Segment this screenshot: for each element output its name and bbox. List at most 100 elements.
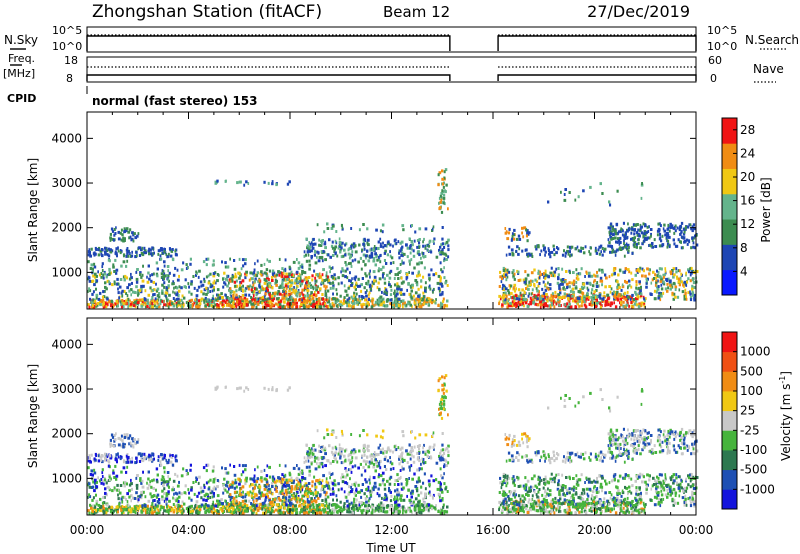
power-cell-3620 bbox=[643, 237, 647, 241]
power-cell-1234 bbox=[163, 285, 166, 289]
power-cell-976 bbox=[396, 287, 399, 291]
velocity-cell-58 bbox=[114, 508, 117, 512]
power-cell-3574 bbox=[616, 240, 619, 244]
power-cell-203 bbox=[198, 298, 202, 302]
power-cell-3524 bbox=[623, 239, 625, 243]
power-cell-1723 bbox=[101, 265, 104, 269]
power-cell-1373 bbox=[444, 281, 447, 285]
power-cell-2401 bbox=[271, 182, 274, 186]
power-cell-1135 bbox=[350, 280, 352, 283]
power-cell-314 bbox=[304, 304, 307, 308]
power-cell-1279 bbox=[226, 296, 229, 299]
power-cell-2751 bbox=[532, 300, 536, 304]
power-cell-563 bbox=[327, 298, 329, 302]
power-cell-3585 bbox=[668, 229, 671, 233]
power-cell-3525 bbox=[632, 223, 636, 227]
power-cell-3057 bbox=[568, 285, 571, 289]
velocity-cell-1096 bbox=[205, 481, 208, 485]
power-cell-2403 bbox=[247, 182, 250, 185]
power-cell-1681 bbox=[304, 294, 307, 298]
power-cell-3136 bbox=[506, 268, 509, 272]
power-cell-2038 bbox=[365, 256, 367, 260]
velocity-cell-291 bbox=[243, 502, 247, 506]
power-cell-1487 bbox=[420, 279, 423, 283]
power-cell-2824 bbox=[531, 279, 534, 283]
power-cell-1325 bbox=[172, 297, 175, 300]
velocity-cell-465 bbox=[306, 503, 309, 507]
power-cell-3550 bbox=[682, 232, 686, 236]
power-cell-2434 bbox=[571, 299, 575, 303]
power-cell-1300 bbox=[353, 276, 356, 280]
power-cell-3310 bbox=[561, 267, 564, 271]
power-cell-761 bbox=[377, 302, 380, 306]
power-cell-403 bbox=[261, 299, 265, 302]
power-cell-2545 bbox=[567, 298, 570, 302]
power-cell-555 bbox=[253, 298, 256, 302]
power-cell-2536 bbox=[549, 304, 552, 308]
power-cell-1596 bbox=[285, 290, 288, 294]
power-cell-1283 bbox=[261, 295, 265, 299]
power-cell-372 bbox=[327, 305, 330, 309]
power-cell-3652 bbox=[695, 243, 699, 247]
power-cell-1009 bbox=[415, 281, 419, 284]
velocity-cell-251 bbox=[146, 504, 149, 508]
power-cell-1280 bbox=[390, 288, 393, 292]
velocity-cell-314 bbox=[304, 510, 307, 514]
power-cell-2261 bbox=[443, 257, 446, 261]
power-cell-220 bbox=[198, 302, 202, 306]
velocity-cell-955 bbox=[92, 504, 95, 508]
power-cell-1259 bbox=[437, 286, 440, 290]
velocity-cell-874 bbox=[117, 497, 120, 501]
power-cell-640 bbox=[429, 300, 431, 303]
power-cell-1867 bbox=[227, 265, 230, 269]
power-cell-3153 bbox=[638, 269, 641, 273]
power-cell-1844 bbox=[238, 257, 241, 261]
power-cell-190 bbox=[137, 299, 140, 303]
power-cell-1123 bbox=[348, 279, 351, 283]
power-cell-2103 bbox=[424, 255, 427, 258]
power-cell-2634 bbox=[524, 301, 528, 305]
power-cell-2958 bbox=[512, 274, 515, 278]
power-cell-542 bbox=[219, 301, 222, 305]
power-cell-2424 bbox=[534, 302, 537, 306]
velocity-cell-259 bbox=[92, 509, 94, 513]
power-cell-1415 bbox=[226, 274, 228, 278]
power-cell-771 bbox=[366, 301, 370, 305]
power-cell-1341 bbox=[321, 293, 324, 296]
velocity-cell-256 bbox=[210, 504, 213, 508]
velocity-cell-571 bbox=[245, 509, 249, 513]
power-cell-784 bbox=[416, 298, 420, 302]
velocity-cell-763 bbox=[402, 507, 404, 511]
power-cell-2310 bbox=[124, 239, 126, 242]
velocity-cell-319 bbox=[304, 506, 307, 510]
power-cell-1539 bbox=[267, 281, 271, 285]
velocity-cell-502 bbox=[319, 511, 323, 515]
power-cell-1885 bbox=[92, 270, 94, 274]
power-cell-1232 bbox=[209, 290, 212, 293]
power-cell-2678 bbox=[552, 296, 554, 300]
power-cell-1097 bbox=[183, 296, 186, 300]
power-cell-3350 bbox=[563, 249, 565, 253]
power-cell-2214 bbox=[331, 246, 335, 250]
power-cell-3462 bbox=[648, 225, 650, 229]
power-cell-3264 bbox=[603, 291, 606, 295]
power-cell-2966 bbox=[572, 271, 575, 274]
power-cell-1761 bbox=[108, 267, 111, 271]
power-cell-3463 bbox=[641, 242, 644, 246]
power-cell-2783 bbox=[621, 294, 623, 298]
power-cell-3706 bbox=[513, 228, 516, 232]
power-cell-2307 bbox=[131, 231, 134, 235]
power-cell-925 bbox=[337, 282, 340, 286]
power-cell-725 bbox=[365, 304, 369, 308]
power-cell-1124 bbox=[242, 284, 244, 288]
power-cell-3423 bbox=[540, 249, 543, 253]
power-cell-2707 bbox=[514, 294, 518, 298]
power-cell-3293 bbox=[675, 267, 678, 271]
power-cell-823 bbox=[176, 291, 179, 295]
power-cell-571 bbox=[245, 303, 249, 307]
power-cell-3111 bbox=[614, 267, 617, 271]
power-cell-2013 bbox=[135, 250, 138, 254]
power-cell-2249 bbox=[344, 253, 347, 257]
power-cell-1847 bbox=[299, 264, 303, 268]
power-cell-229 bbox=[116, 304, 119, 308]
